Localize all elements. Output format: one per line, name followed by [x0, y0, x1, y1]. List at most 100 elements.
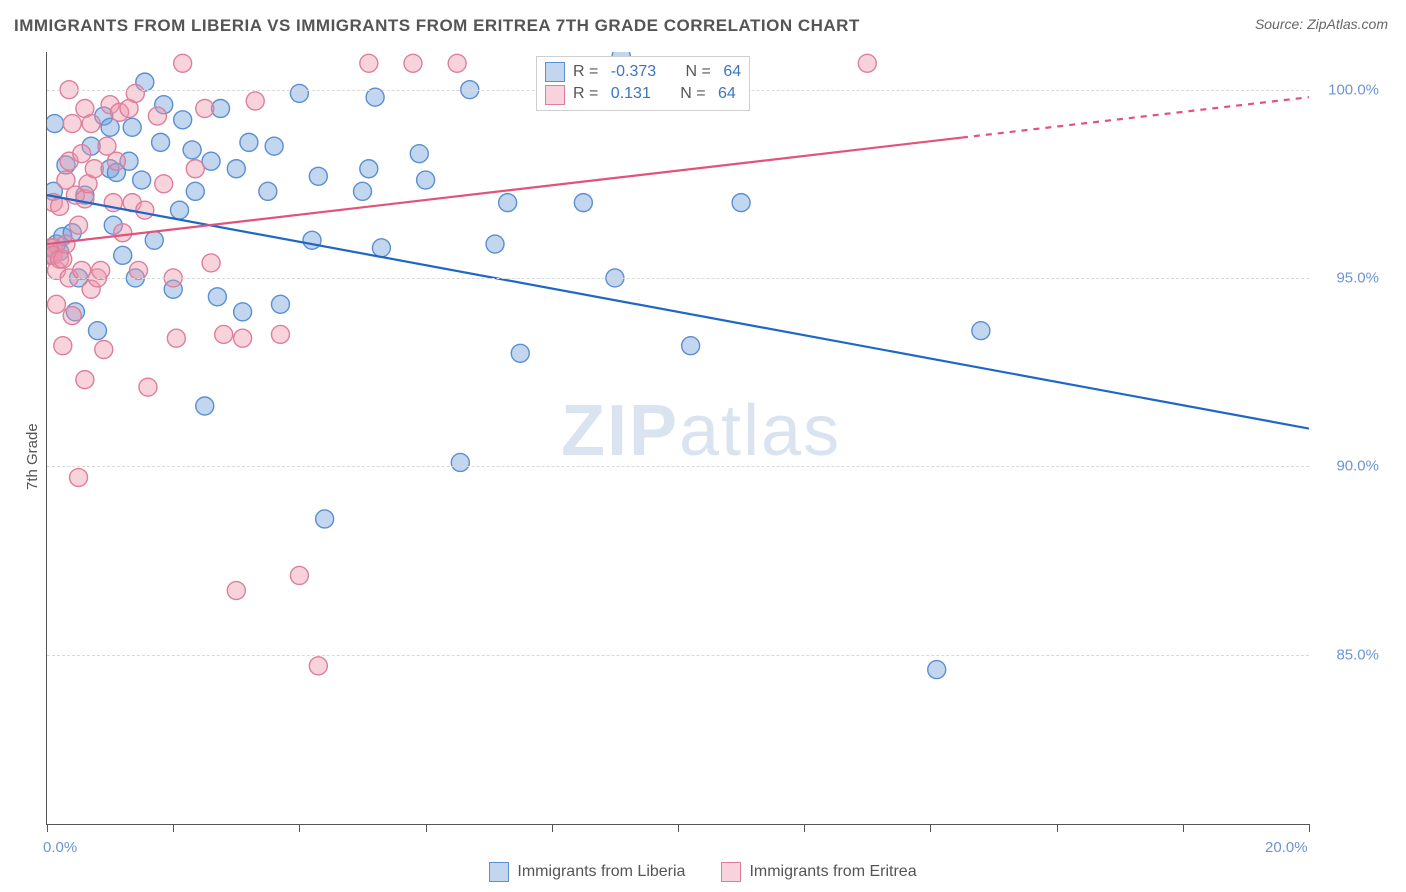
x-tick: [173, 824, 174, 832]
data-point: [309, 657, 327, 675]
data-point: [155, 175, 173, 193]
data-point: [70, 216, 88, 234]
data-point: [174, 111, 192, 129]
x-tick: [47, 824, 48, 832]
data-point: [732, 194, 750, 212]
x-tick: [1057, 824, 1058, 832]
series-swatch: [545, 85, 565, 105]
x-tick: [1309, 824, 1310, 832]
data-point: [448, 54, 466, 72]
data-point: [451, 453, 469, 471]
data-point: [139, 378, 157, 396]
data-point: [208, 288, 226, 306]
data-point: [152, 133, 170, 151]
data-point: [682, 337, 700, 355]
data-point: [92, 261, 110, 279]
bottom-legend: Immigrants from Liberia Immigrants from E…: [0, 862, 1406, 882]
stats-legend-box: R = -0.373 N = 64R = 0.131 N = 64: [536, 56, 750, 111]
data-point: [360, 54, 378, 72]
data-point: [63, 307, 81, 325]
y-tick-label: 85.0%: [1319, 646, 1379, 663]
data-point: [928, 661, 946, 679]
y-tick-label: 95.0%: [1319, 269, 1379, 286]
source-label: Source: ZipAtlas.com: [1255, 16, 1388, 32]
data-point: [303, 231, 321, 249]
data-point: [316, 510, 334, 528]
data-point: [234, 329, 252, 347]
stats-r-value: -0.373: [611, 61, 656, 83]
data-point: [85, 160, 103, 178]
data-point: [63, 115, 81, 133]
data-point: [196, 99, 214, 117]
legend-item: Immigrants from Eritrea: [721, 862, 916, 882]
data-point: [88, 322, 106, 340]
legend-item: Immigrants from Liberia: [489, 862, 685, 882]
stats-n-label: N =: [680, 83, 710, 105]
gridline: [47, 278, 1309, 279]
data-point: [129, 261, 147, 279]
gridline: [47, 655, 1309, 656]
data-point: [417, 171, 435, 189]
data-point: [73, 145, 91, 163]
x-end-label-left: 0.0%: [43, 839, 77, 856]
chart-root: IMMIGRANTS FROM LIBERIA VS IMMIGRANTS FR…: [0, 0, 1406, 892]
data-point: [234, 303, 252, 321]
x-tick: [930, 824, 931, 832]
stats-n-value: 64: [723, 61, 741, 83]
data-point: [126, 84, 144, 102]
data-point: [133, 171, 151, 189]
data-point: [167, 329, 185, 347]
data-point: [290, 84, 308, 102]
x-tick: [804, 824, 805, 832]
y-axis-label: 7th Grade: [24, 423, 41, 490]
stats-row: R = 0.131 N = 64: [545, 83, 741, 105]
data-point: [54, 337, 72, 355]
stats-n-value: 64: [718, 83, 736, 105]
plot-svg: [47, 52, 1309, 824]
data-point: [246, 92, 264, 110]
regression-line-dashed: [962, 97, 1309, 137]
stats-r-label: R =: [573, 61, 603, 83]
data-point: [309, 167, 327, 185]
data-point: [290, 566, 308, 584]
stats-row: R = -0.373 N = 64: [545, 61, 741, 83]
data-point: [114, 246, 132, 264]
y-tick-label: 100.0%: [1319, 81, 1379, 98]
stats-n-label: N =: [686, 61, 716, 83]
legend-swatch: [721, 862, 741, 882]
data-point: [82, 115, 100, 133]
data-point: [47, 295, 65, 313]
data-point: [227, 582, 245, 600]
data-point: [145, 231, 163, 249]
x-tick: [299, 824, 300, 832]
legend-label: Immigrants from Liberia: [517, 863, 685, 881]
data-point: [366, 88, 384, 106]
data-point: [183, 141, 201, 159]
data-point: [271, 325, 289, 343]
y-tick-label: 90.0%: [1319, 458, 1379, 475]
x-tick: [678, 824, 679, 832]
plot-area: ZIPatlas 85.0%90.0%95.0%100.0%0.0%20.0%: [46, 52, 1309, 825]
data-point: [107, 152, 125, 170]
data-point: [47, 115, 64, 133]
data-point: [70, 469, 88, 487]
data-point: [114, 224, 132, 242]
data-point: [360, 160, 378, 178]
data-point: [57, 235, 75, 253]
data-point: [202, 254, 220, 272]
data-point: [372, 239, 390, 257]
data-point: [51, 197, 69, 215]
data-point: [410, 145, 428, 163]
x-tick: [426, 824, 427, 832]
legend-swatch: [489, 862, 509, 882]
data-point: [240, 133, 258, 151]
data-point: [511, 344, 529, 362]
x-tick: [552, 824, 553, 832]
data-point: [123, 118, 141, 136]
data-point: [148, 107, 166, 125]
x-end-label-right: 20.0%: [1265, 839, 1308, 856]
stats-r-label: R =: [573, 83, 603, 105]
data-point: [265, 137, 283, 155]
legend-label: Immigrants from Eritrea: [749, 863, 916, 881]
stats-r-value: 0.131: [611, 83, 651, 105]
